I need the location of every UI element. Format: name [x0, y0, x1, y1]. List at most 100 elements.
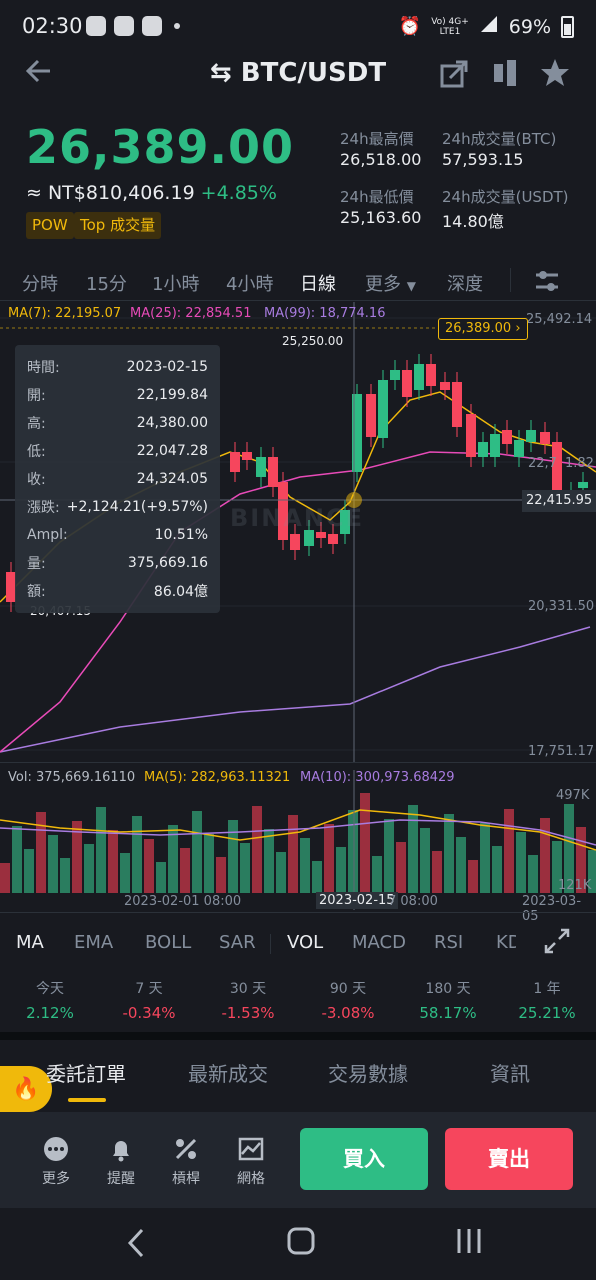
- volume-bar: [108, 830, 118, 893]
- volume-bar: [180, 848, 190, 893]
- candle-body: [316, 532, 326, 538]
- tooltip-volume-row: 量: 375,669.16: [27, 549, 208, 577]
- nav-recents-icon[interactable]: [454, 1226, 484, 1260]
- vol-ma5-line: [0, 809, 596, 851]
- candle-body: [290, 534, 300, 550]
- volume-bar: [408, 805, 418, 893]
- volume-chart[interactable]: [0, 770, 596, 910]
- tab-trading-data[interactable]: 交易數據: [328, 1062, 408, 1086]
- pair-name: BTC/USDT: [240, 58, 387, 88]
- share-icon[interactable]: [440, 60, 468, 92]
- perf-today-value: 2.12%: [26, 1004, 74, 1022]
- candle-body: [502, 430, 512, 444]
- grid-button[interactable]: 網格: [226, 1136, 276, 1188]
- volume-bar: [384, 819, 394, 893]
- ma99-legend: MA(99): 18,774.16: [264, 306, 386, 321]
- indicator-vol[interactable]: VOL: [287, 932, 324, 953]
- candle-body: [490, 434, 500, 457]
- candle-body: [426, 364, 436, 386]
- alert-button[interactable]: 提醒: [96, 1136, 146, 1188]
- current-price-marker[interactable]: 26,389.00 ›: [438, 318, 528, 340]
- more-button-label: 更多: [42, 1171, 70, 1187]
- section-separator: [0, 1032, 596, 1040]
- indicator-rsi[interactable]: RSI: [434, 932, 464, 953]
- tab-divider: [510, 268, 511, 292]
- more-dots-icon: [44, 1137, 68, 1161]
- volume-bar: [396, 842, 406, 893]
- candle-body: [402, 370, 412, 397]
- volume-bar: [528, 855, 538, 893]
- date-label-2-tail: 7 08:00: [388, 894, 438, 909]
- tab-timeline[interactable]: 分時: [22, 274, 58, 295]
- volume-bar: [36, 812, 46, 893]
- vol-ma5-legend: MA(5): 282,963.11321: [144, 770, 291, 785]
- candle-body: [552, 442, 562, 492]
- indicator-boll[interactable]: BOLL: [145, 932, 192, 953]
- chart-settings-icon[interactable]: [534, 268, 560, 298]
- back-arrow-icon[interactable]: [24, 56, 54, 93]
- candle-body: [478, 442, 488, 457]
- candle-body: [390, 370, 400, 380]
- candle-body: [340, 510, 350, 534]
- candle-body: [414, 364, 424, 390]
- status-bar: 02:30 ⏰ Vo) 4G+ LTE1 69%: [0, 0, 596, 52]
- system-nav-bar: [0, 1208, 596, 1280]
- tooltip-value: 22,199.84: [136, 387, 208, 403]
- battery-percent: 69%: [508, 15, 551, 38]
- candle-body: [366, 394, 376, 437]
- volume-bar: [120, 853, 130, 893]
- candlestick-icon[interactable]: [492, 58, 518, 92]
- tab-open-orders[interactable]: 委託訂單: [46, 1062, 126, 1086]
- chevron-down-icon: ▼: [406, 279, 416, 293]
- indicator-ema[interactable]: EMA: [74, 932, 114, 953]
- tooltip-key: 收:: [27, 472, 46, 488]
- fullscreen-icon[interactable]: [544, 928, 570, 958]
- leverage-button[interactable]: 槓桿: [161, 1136, 211, 1188]
- tab-info[interactable]: 資訊: [490, 1062, 530, 1086]
- volume-bar: [552, 841, 562, 893]
- gallery-icon: [114, 16, 134, 36]
- signal-icon: [479, 14, 499, 39]
- volume-bar: [288, 815, 298, 893]
- last-price: 26,389.00: [26, 120, 294, 174]
- favorite-star-icon[interactable]: [540, 58, 570, 92]
- tab-depth[interactable]: 深度: [447, 274, 483, 295]
- tooltip-value: 375,669.16: [127, 555, 208, 571]
- tab-recent-trades[interactable]: 最新成交: [188, 1062, 268, 1086]
- volume-bar: [504, 809, 514, 893]
- nav-home-icon[interactable]: [286, 1226, 316, 1260]
- date-label-3: 2023-03-05: [522, 894, 582, 924]
- divider: [0, 300, 596, 301]
- indicator-kd[interactable]: KD: [496, 932, 516, 953]
- nav-back-icon[interactable]: [124, 1226, 148, 1264]
- stat-vol-usdt-value: 14.80億: [442, 212, 504, 231]
- tab-more[interactable]: 更多 ▼: [365, 270, 416, 296]
- divider: [0, 762, 596, 763]
- tag-top-volume[interactable]: Top 成交量: [74, 212, 162, 239]
- price-axis-mid-tail: 1.82: [564, 456, 594, 471]
- indicator-ma[interactable]: MA: [16, 932, 44, 953]
- network-sub: LTE1: [439, 26, 461, 37]
- indicator-sar[interactable]: SAR: [219, 932, 256, 953]
- tag-pow[interactable]: POW: [26, 212, 74, 239]
- sell-button[interactable]: 賣出: [445, 1128, 573, 1190]
- candle-body: [352, 394, 362, 472]
- buy-button[interactable]: 買入: [300, 1128, 428, 1190]
- perf-180d-label: 180 天: [425, 981, 471, 997]
- tab-1h[interactable]: 1小時: [152, 274, 200, 295]
- indicator-divider: [270, 934, 271, 954]
- volume-bar: [576, 827, 586, 893]
- tab-1d[interactable]: 日線: [300, 274, 336, 295]
- more-button[interactable]: 更多: [31, 1136, 81, 1188]
- swap-icon: ⇆: [209, 58, 241, 88]
- tooltip-key: 時間:: [27, 360, 60, 376]
- fire-icon[interactable]: 🔥: [0, 1066, 52, 1112]
- pair-title[interactable]: ⇆ BTC/USDT: [0, 58, 596, 88]
- tab-15m[interactable]: 15分: [86, 274, 127, 295]
- candle-tooltip: 時間: 2023-02-15 開: 22,199.84 高: 24,380.00 低:…: [15, 345, 220, 613]
- tab-4h[interactable]: 4小時: [226, 274, 274, 295]
- stat-low-value: 25,163.60: [340, 208, 422, 227]
- indicator-macd[interactable]: MACD: [352, 932, 406, 953]
- perf-today-label: 今天: [36, 981, 64, 997]
- notification-icons: [86, 16, 180, 36]
